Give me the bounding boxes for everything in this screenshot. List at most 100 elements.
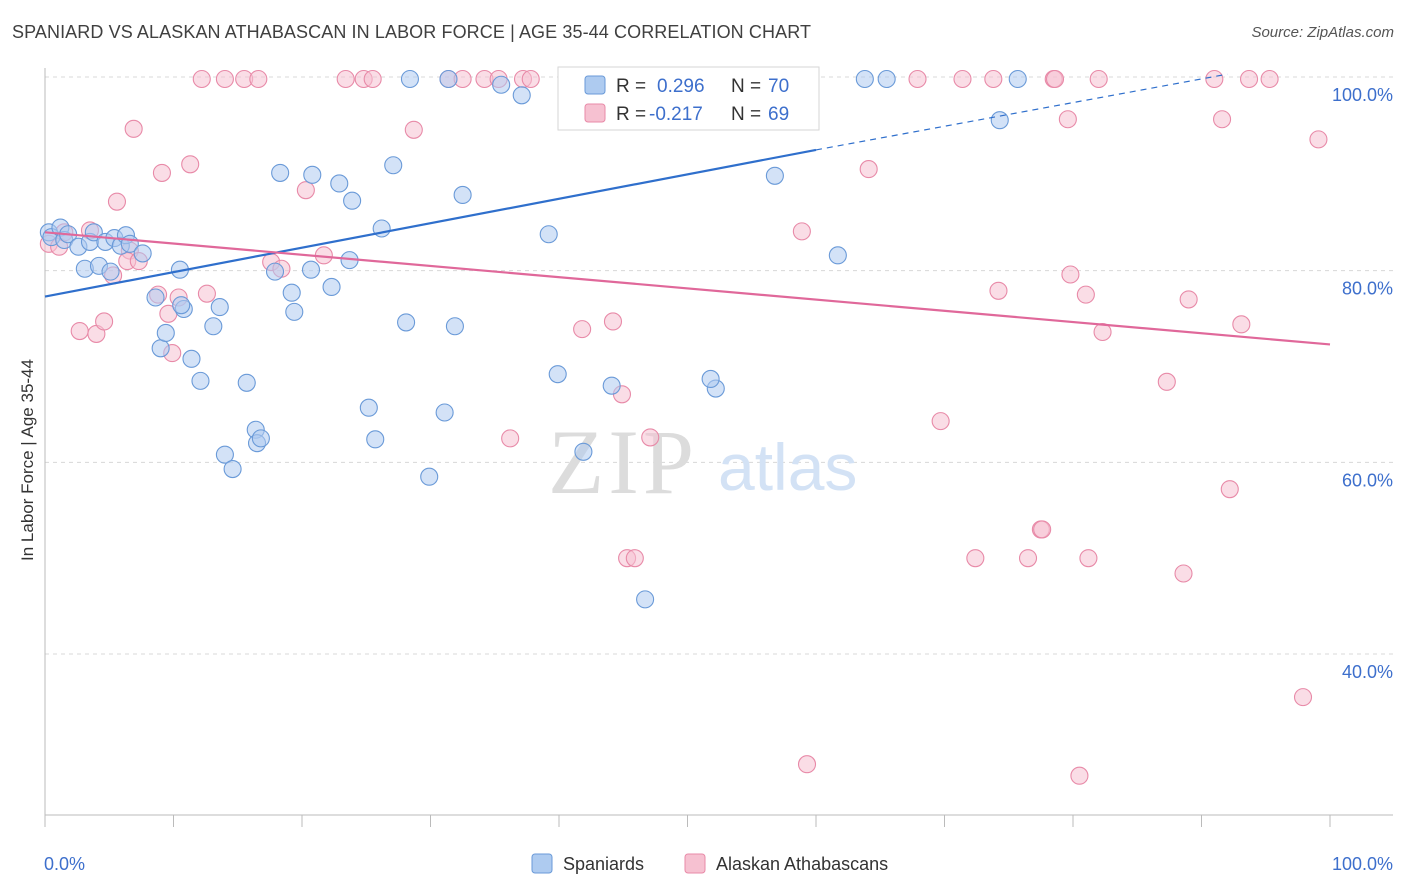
legend-swatch-alaskan-athabascans (684, 853, 706, 874)
alaskan-athabascans-point (1232, 315, 1251, 334)
spaniards-point (172, 296, 191, 315)
spaniards-point (384, 156, 403, 175)
stats-swatch-pink (584, 103, 606, 123)
stats-n-value-1: 70 (768, 76, 789, 97)
spaniards-point (156, 323, 175, 343)
watermark: ZIP atlas (548, 411, 857, 513)
alaskan-athabascans-point (1076, 285, 1095, 304)
alaskan-athabascans-point (1174, 564, 1193, 583)
legend-label-spaniards: Spaniards (563, 854, 644, 874)
spaniards-point (877, 69, 896, 89)
watermark-zip: ZIP (548, 411, 698, 513)
alaskan-athabascans-point (124, 119, 143, 138)
alaskan-athabascans-point (249, 69, 268, 89)
spaniards-point (215, 445, 234, 464)
legend-swatch-spaniards (531, 853, 553, 874)
spaniards-point (990, 111, 1009, 130)
alaskan-athabascans-point (107, 192, 127, 211)
alaskan-athabascans-point (1220, 480, 1239, 499)
alaskan-athabascans-point (953, 69, 972, 89)
alaskan-athabascans-point (625, 549, 644, 568)
alaskan-athabascans-point (1033, 520, 1052, 539)
alaskan-athabascans-point (797, 755, 817, 774)
chart-title: SPANIARD VS ALASKAN ATHABASCAN IN LABOR … (12, 22, 812, 42)
spaniards-point (439, 69, 458, 89)
alaskan-athabascans-point (181, 155, 200, 174)
spaniards-point (602, 376, 621, 395)
alaskan-athabascans-point (1045, 69, 1065, 89)
spaniards-point (548, 365, 567, 384)
alaskan-athabascans-point (1205, 69, 1224, 89)
alaskan-athabascans-point (1058, 110, 1077, 129)
spaniards-point (204, 317, 223, 336)
spaniards-point (301, 260, 321, 279)
spaniards-point (282, 283, 301, 302)
spaniards-point (271, 163, 290, 182)
spaniards-point (343, 191, 362, 210)
alaskan-athabascans-point (197, 284, 216, 303)
spaniards-point (492, 75, 511, 94)
legend-label-alaskan-athabascans: Alaskan Athabascans (716, 854, 888, 874)
spaniards-point (182, 349, 201, 368)
spaniards-trend-line-extension (815, 73, 1228, 151)
alaskan-athabascans-point (859, 160, 878, 179)
spaniards-point (512, 86, 531, 105)
alaskan-athabascans-point (931, 412, 950, 431)
y-tick-label: 40.0% (1342, 662, 1393, 682)
x-tick-left: 0.0% (44, 854, 85, 874)
spaniards-point (636, 590, 655, 609)
spaniards-point (435, 403, 454, 422)
trend-lines (44, 73, 1331, 346)
spaniards-point (101, 262, 120, 281)
stats-r-label-1: R = (616, 76, 646, 97)
alaskan-athabascans-point (152, 163, 171, 182)
alaskan-athabascans-point (1018, 549, 1038, 568)
alaskan-athabascans-point (501, 429, 520, 448)
alaskan-athabascans-point (1070, 766, 1089, 785)
spaniards-point (133, 244, 152, 263)
stats-legend: R = 0.296 N = 70 R = -0.217 N = 69 (557, 66, 820, 131)
alaskan-athabascans-point (908, 69, 927, 89)
spaniards-point (237, 373, 256, 392)
y-tick-label: 60.0% (1342, 470, 1393, 490)
alaskan-athabascans-point (1089, 69, 1108, 89)
spaniards-point (420, 467, 439, 486)
source-note: Source: ZipAtlas.com (1251, 24, 1394, 41)
alaskan-athabascans-point (1179, 290, 1198, 309)
alaskan-athabascans-trend-line (44, 231, 1331, 346)
series-legend: Spaniards Alaskan Athabascans (531, 853, 888, 874)
y-tick-label: 100.0% (1332, 85, 1393, 105)
spaniards-point (453, 185, 472, 205)
spaniards-point (146, 288, 165, 307)
spaniards-point (445, 317, 464, 336)
alaskan-athabascans-point (1093, 322, 1112, 342)
spaniards-point (400, 69, 419, 89)
stats-r-label-2: R = (616, 104, 646, 125)
spaniards-point (366, 430, 385, 449)
y-tick-label: 80.0% (1342, 279, 1393, 299)
alaskan-athabascans-point (296, 181, 315, 200)
alaskan-athabascans-point (984, 69, 1003, 89)
y-tick-labels: 100.0% 80.0% 60.0% 40.0% (1332, 85, 1393, 682)
alaskan-athabascans-point (521, 69, 540, 89)
alaskan-athabascans-point (966, 549, 985, 568)
spaniards-point (251, 429, 270, 448)
axes (44, 68, 1393, 827)
spaniards-point (828, 246, 847, 265)
data-points (39, 69, 1328, 785)
spaniards-point (330, 174, 349, 193)
alaskan-athabascans-point (404, 120, 423, 139)
alaskan-athabascans-point (603, 312, 623, 331)
spaniards-trend-line (44, 148, 817, 298)
spaniards-point (191, 371, 210, 390)
spaniards-point (223, 459, 242, 479)
alaskan-athabascans-point (792, 222, 811, 241)
stats-r-value-1: 0.296 (657, 76, 705, 97)
spaniards-point (701, 369, 720, 389)
grid-lines (45, 76, 1393, 655)
spaniards-point (151, 339, 170, 358)
spaniards-point (1008, 69, 1027, 89)
spaniards-point (285, 302, 304, 321)
stats-swatch-blue (584, 75, 606, 95)
alaskan-athabascans-point (1061, 265, 1080, 284)
